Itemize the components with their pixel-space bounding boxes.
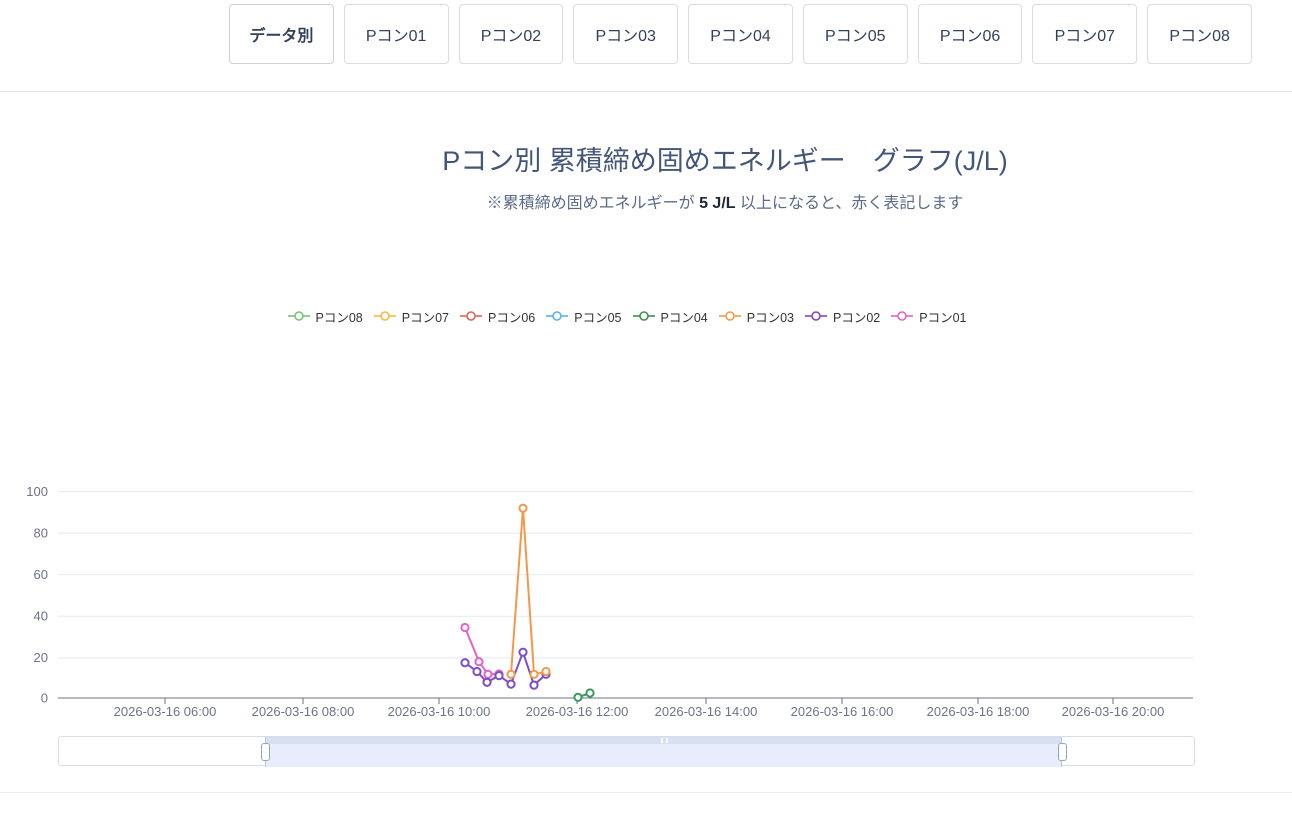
svg-text:20: 20 <box>34 650 48 665</box>
svg-text:2026-03-16 06:00: 2026-03-16 06:00 <box>114 704 217 719</box>
svg-text:2026-03-16 12:00: 2026-03-16 12:00 <box>526 704 629 719</box>
svg-text:40: 40 <box>34 609 48 624</box>
svg-text:60: 60 <box>34 567 48 582</box>
svg-text:2026-03-16 14:00: 2026-03-16 14:00 <box>655 704 758 719</box>
svg-text:2026-03-16 18:00: 2026-03-16 18:00 <box>927 704 1030 719</box>
svg-text:80: 80 <box>34 526 48 541</box>
svg-text:0: 0 <box>41 691 48 706</box>
svg-text:2026-03-16 08:00: 2026-03-16 08:00 <box>252 704 355 719</box>
svg-text:2026-03-16 20:00: 2026-03-16 20:00 <box>1062 704 1165 719</box>
svg-text:2026-03-16 16:00: 2026-03-16 16:00 <box>791 704 894 719</box>
svg-text:100: 100 <box>26 484 48 499</box>
svg-text:2026-03-16 10:00: 2026-03-16 10:00 <box>388 704 491 719</box>
